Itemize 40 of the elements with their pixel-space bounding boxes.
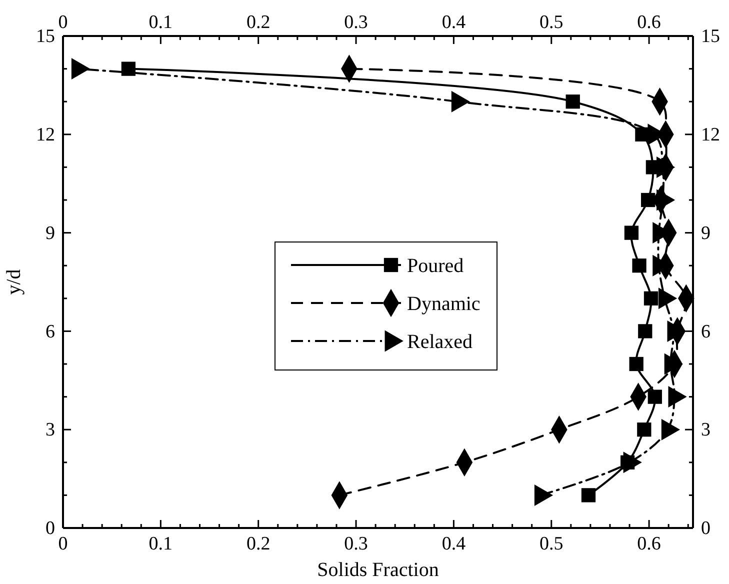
point (638, 324, 652, 338)
legend-label: Poured (407, 255, 464, 277)
y-tick-label: 12 (36, 124, 55, 146)
x2-tick-label: 0.4 (442, 533, 466, 554)
point (632, 258, 646, 273)
x2-tick-label: 0.2 (246, 533, 270, 554)
point (566, 94, 580, 109)
y2-tick-label: 3 (701, 420, 710, 441)
legend-label: Relaxed (407, 331, 473, 353)
legend-label: Dynamic (407, 293, 480, 315)
point (629, 356, 644, 372)
x2-tick-label: 0.6 (637, 533, 661, 554)
point (641, 192, 656, 208)
y-tick-label: 6 (46, 321, 55, 342)
x-tick-label: 0.2 (246, 12, 270, 33)
x-axis-title: Solids Fraction (317, 559, 439, 581)
y-tick-label: 9 (46, 222, 55, 244)
y2-tick-label: 15 (701, 26, 720, 48)
y2-tick-label: 9 (701, 222, 710, 244)
x-tick-label: 0.1 (148, 12, 173, 33)
y-tick-label: 3 (46, 420, 55, 441)
point (644, 291, 658, 306)
x2-tick-label: 0.3 (344, 533, 368, 554)
y-axis-title: y/d (3, 269, 25, 295)
point (581, 488, 596, 502)
y2-tick-label: 6 (701, 321, 710, 342)
x-tick-label: 0.6 (637, 12, 661, 33)
y-tick-label: 0 (46, 518, 55, 540)
y-tick-label: 15 (36, 26, 55, 48)
point (624, 226, 639, 240)
x-tick-label: 0.5 (539, 12, 564, 33)
x-tick-label: 0.3 (344, 12, 368, 33)
point (121, 62, 136, 76)
x2-tick-label: 0.1 (148, 533, 173, 554)
y2-tick-label: 12 (701, 124, 720, 146)
x-tick-label: 0.4 (442, 12, 466, 33)
x2-tick-label: 0.5 (539, 533, 564, 554)
point (637, 422, 652, 437)
y2-tick-label: 0 (701, 518, 710, 540)
point (648, 390, 662, 404)
